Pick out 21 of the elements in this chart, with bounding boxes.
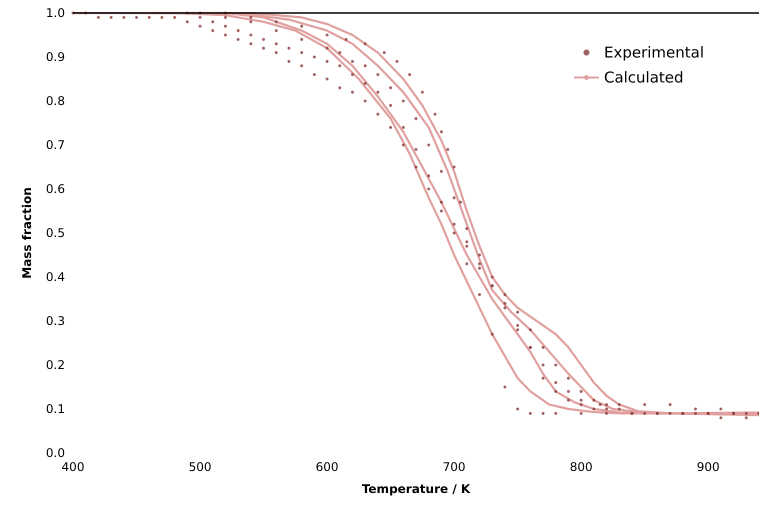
y-tick-label: 0.0 — [46, 446, 65, 460]
legend-label: Experimental — [604, 44, 704, 62]
y-tick-label: 0.1 — [46, 402, 65, 416]
x-tick-label: 600 — [316, 460, 339, 474]
y-tick-label: 0.5 — [46, 226, 65, 240]
x-tick-label: 900 — [696, 460, 720, 474]
y-tick-label: 1.0 — [46, 6, 65, 20]
y-tick-label: 0.9 — [46, 50, 65, 64]
y-tick-label: 0.8 — [46, 94, 65, 108]
y-axis-title: Mass fraction — [20, 187, 34, 279]
x-axis-title: Temperature / K — [362, 482, 471, 496]
y-tick-label: 0.2 — [46, 358, 65, 372]
legend-label: Calculated — [604, 68, 684, 86]
y-tick-label: 0.3 — [46, 314, 65, 328]
y-tick-label: 0.6 — [46, 182, 65, 196]
x-tick-label: 700 — [442, 460, 466, 474]
y-tick-label: 0.7 — [46, 138, 65, 152]
x-tick-label: 400 — [62, 460, 84, 474]
x-tick-label: 500 — [188, 460, 212, 474]
y-tick-label: 0.4 — [46, 270, 65, 284]
x-tick-label: 800 — [570, 460, 593, 474]
